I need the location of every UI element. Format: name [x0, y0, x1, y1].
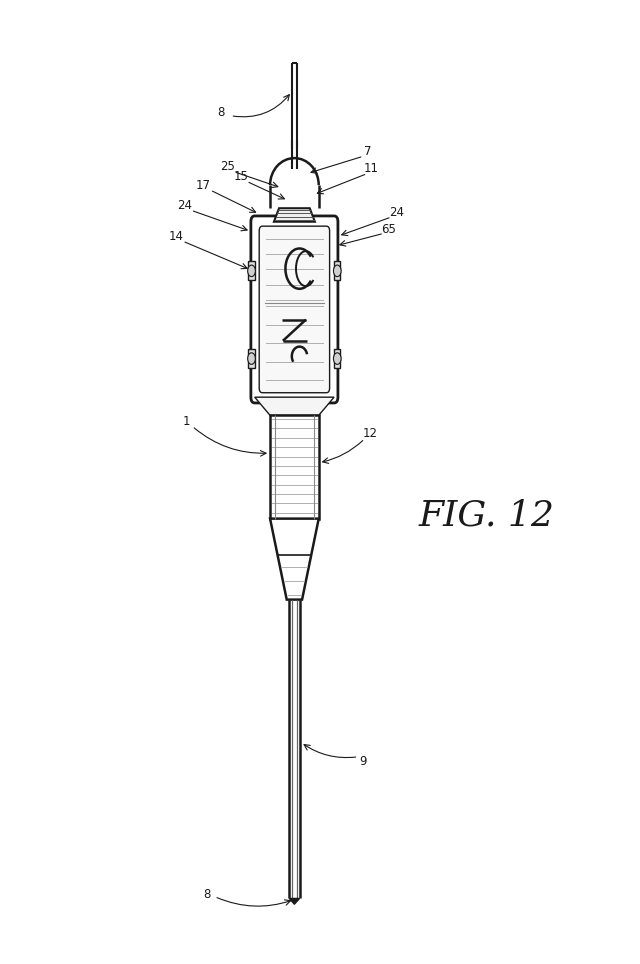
Text: 17: 17: [196, 178, 211, 192]
Circle shape: [248, 265, 255, 277]
Polygon shape: [289, 898, 300, 904]
FancyBboxPatch shape: [259, 227, 330, 392]
Polygon shape: [255, 397, 334, 415]
Text: 65: 65: [381, 223, 396, 236]
Bar: [334, 349, 340, 368]
Text: 12: 12: [362, 427, 378, 441]
Text: FIG. 12: FIG. 12: [419, 498, 554, 533]
Bar: [334, 261, 340, 281]
Circle shape: [333, 353, 341, 364]
Text: 7: 7: [364, 145, 371, 158]
Bar: [270, 415, 319, 519]
Bar: [248, 349, 255, 368]
Text: 11: 11: [364, 162, 379, 175]
FancyBboxPatch shape: [251, 216, 338, 403]
Text: 15: 15: [233, 170, 248, 183]
Circle shape: [333, 265, 341, 277]
Text: 14: 14: [168, 229, 184, 243]
Text: 24: 24: [389, 205, 404, 219]
Text: 25: 25: [220, 160, 235, 174]
Polygon shape: [270, 519, 319, 600]
Polygon shape: [274, 208, 315, 222]
Text: 24: 24: [177, 199, 192, 212]
Text: 1: 1: [183, 415, 191, 428]
Circle shape: [248, 353, 255, 364]
Text: 8: 8: [203, 888, 211, 901]
Text: 8: 8: [217, 106, 225, 120]
Text: 9: 9: [359, 755, 367, 768]
Bar: [248, 261, 255, 281]
